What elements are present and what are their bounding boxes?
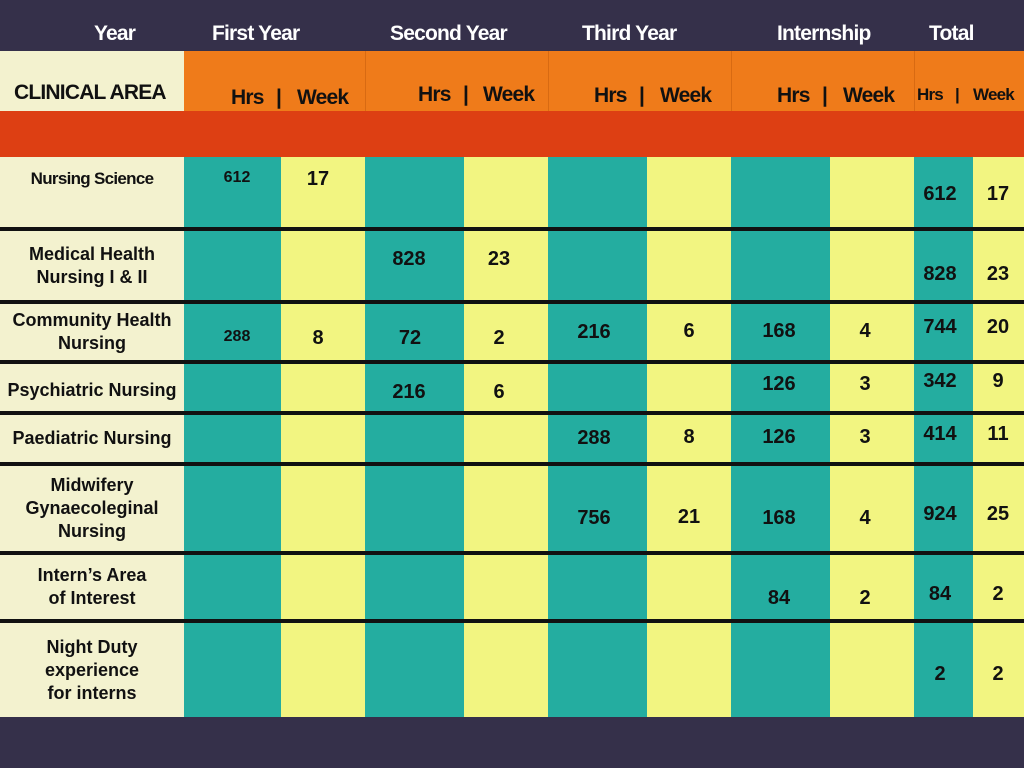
cell-total-hrs: 84 bbox=[928, 583, 952, 605]
internship-hrs-column bbox=[731, 157, 830, 717]
cell-internship-hrs: 168 bbox=[762, 320, 796, 342]
second-year-sep: | bbox=[463, 83, 469, 106]
cell-total-hrs: 612 bbox=[923, 183, 957, 205]
internship-week-column bbox=[830, 157, 914, 717]
row-label-medical-health-nursing: Medical Health Nursing I & II bbox=[28, 243, 156, 287]
row-labels-column bbox=[0, 157, 184, 717]
cell-total-week: 11 bbox=[987, 423, 1009, 445]
second-year-week-label: Week bbox=[483, 83, 535, 106]
cell-total-hrs: 2 bbox=[934, 663, 946, 685]
row-divider bbox=[0, 300, 1024, 304]
third-year-week-label: Week bbox=[660, 84, 712, 107]
header-red-band bbox=[0, 111, 1024, 157]
third-year-hrs-label: Hrs bbox=[594, 84, 627, 107]
cell-total-week: 2 bbox=[992, 663, 1004, 685]
second-year-header: Second Year bbox=[390, 22, 508, 45]
second-year-week-column bbox=[464, 157, 548, 717]
header-separator bbox=[548, 51, 549, 111]
internship-header: Internship bbox=[777, 22, 871, 45]
cell-third-year-hrs: 216 bbox=[577, 321, 611, 343]
cell-total-week: 23 bbox=[986, 263, 1010, 285]
header-separator bbox=[914, 51, 915, 111]
second-year-hrs-label: Hrs bbox=[418, 83, 451, 106]
cell-internship-hrs: 126 bbox=[762, 426, 796, 448]
total-hrs-column bbox=[914, 157, 973, 717]
cell-second-year-week: 6 bbox=[493, 381, 505, 403]
clinical-area-header: CLINICAL AREA bbox=[14, 81, 167, 104]
internship-week-label: Week bbox=[843, 84, 895, 107]
clinical-area-header-cell bbox=[0, 51, 184, 111]
first-year-hrs-column bbox=[184, 157, 281, 717]
row-label-paediatric-nursing: Paediatric Nursing bbox=[12, 428, 172, 448]
total-week-column bbox=[973, 157, 1024, 717]
cell-second-year-hrs: 216 bbox=[392, 381, 426, 403]
cell-total-week: 17 bbox=[986, 183, 1010, 205]
header-separator bbox=[365, 51, 366, 111]
row-label-interns-area-of-interest: Intern’s Area of Interest bbox=[37, 565, 147, 608]
row-divider bbox=[0, 411, 1024, 415]
cell-internship-hrs: 168 bbox=[762, 507, 796, 529]
cell-total-hrs: 924 bbox=[923, 503, 957, 525]
row-divider bbox=[0, 462, 1024, 466]
cell-second-year-week: 2 bbox=[493, 327, 505, 349]
year-header: Year bbox=[94, 22, 136, 45]
first-year-hrs-label: Hrs bbox=[231, 86, 264, 109]
third-year-header: Third Year bbox=[582, 22, 677, 45]
row-divider bbox=[0, 619, 1024, 623]
second-year-hrs-column bbox=[365, 157, 464, 717]
total-hrs-label: Hrs bbox=[917, 85, 944, 104]
cell-total-week: 2 bbox=[992, 583, 1004, 605]
third-year-week-column bbox=[647, 157, 731, 717]
total-week-label: Week bbox=[973, 85, 1015, 104]
cell-internship-week: 3 bbox=[859, 426, 871, 448]
row-divider bbox=[0, 227, 1024, 231]
cell-first-year-hrs: 612 bbox=[223, 169, 251, 186]
row-divider bbox=[0, 360, 1024, 364]
row-label-nursing-science: Nursing Science bbox=[30, 169, 154, 188]
cell-total-hrs: 414 bbox=[923, 423, 957, 445]
cell-internship-week: 3 bbox=[859, 373, 871, 395]
header-separator bbox=[731, 51, 732, 111]
cell-third-year-week: 8 bbox=[683, 426, 695, 448]
row-divider bbox=[0, 551, 1024, 555]
cell-total-hrs: 342 bbox=[923, 370, 957, 392]
cell-first-year-week: 17 bbox=[306, 168, 330, 190]
third-year-sep: | bbox=[639, 84, 645, 107]
cell-first-year-hrs: 288 bbox=[223, 328, 251, 345]
cell-second-year-hrs: 828 bbox=[392, 248, 426, 270]
row-label-psychiatric-nursing: Psychiatric Nursing bbox=[7, 380, 177, 400]
cell-total-hrs: 828 bbox=[923, 263, 957, 285]
cell-second-year-hrs: 72 bbox=[398, 327, 422, 349]
first-year-week-label: Week bbox=[297, 86, 349, 109]
total-header: Total bbox=[929, 22, 974, 45]
first-year-week-column bbox=[281, 157, 365, 717]
cell-total-week: 20 bbox=[986, 316, 1010, 338]
cell-internship-hrs: 84 bbox=[767, 587, 791, 609]
cell-total-week: 9 bbox=[992, 370, 1004, 392]
cell-first-year-week: 8 bbox=[312, 327, 324, 349]
cell-total-hrs: 744 bbox=[923, 316, 957, 338]
third-year-hrs-column bbox=[548, 157, 647, 717]
row-label-night-duty: Night Duty experience for interns bbox=[44, 636, 140, 703]
total-sep: | bbox=[955, 85, 960, 104]
internship-sep: | bbox=[822, 84, 828, 107]
cell-internship-hrs: 126 bbox=[762, 373, 796, 395]
cell-internship-week: 4 bbox=[859, 320, 871, 342]
row-label-midwifery-nursing: Midwifery Gynaecoleginal Nursing bbox=[25, 475, 159, 541]
cell-second-year-week: 23 bbox=[487, 248, 511, 270]
cell-internship-week: 4 bbox=[859, 507, 871, 529]
cell-third-year-week: 6 bbox=[683, 320, 695, 342]
first-year-sep: | bbox=[276, 86, 282, 109]
first-year-header: First Year bbox=[212, 22, 300, 45]
cell-third-year-hrs: 288 bbox=[577, 427, 611, 449]
row-label-community-health-nursing: Community Health Nursing bbox=[12, 310, 172, 353]
cell-third-year-hrs: 756 bbox=[577, 507, 611, 529]
internship-hrs-label: Hrs bbox=[777, 84, 810, 107]
cell-third-year-week: 21 bbox=[677, 506, 701, 528]
cell-total-week: 25 bbox=[986, 503, 1010, 525]
subheader-orange-band bbox=[184, 51, 1024, 111]
cell-internship-week: 2 bbox=[859, 587, 871, 609]
